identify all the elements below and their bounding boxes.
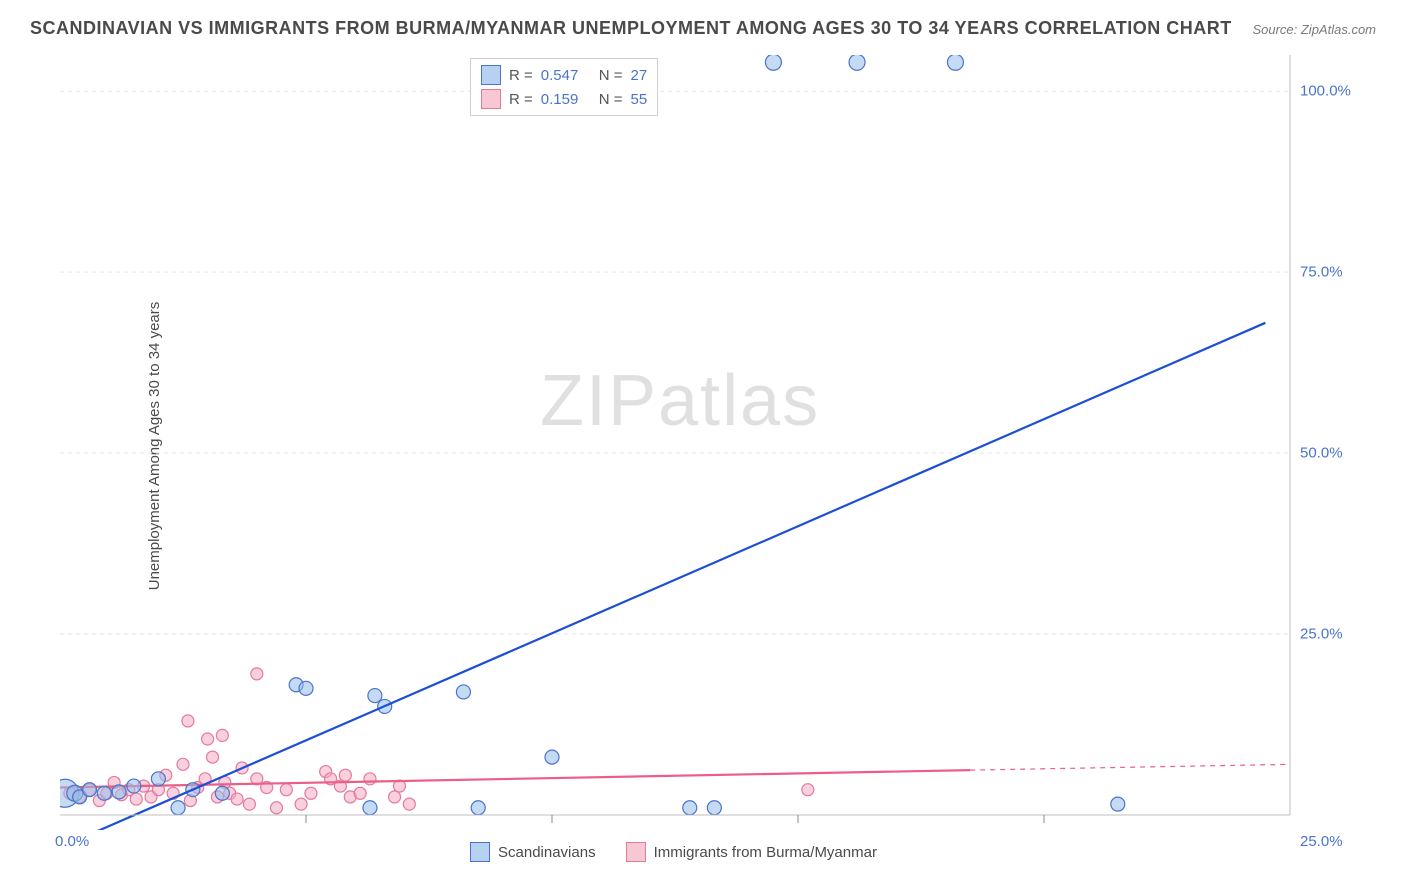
n-value: 27 bbox=[631, 67, 648, 84]
source-attribution: Source: ZipAtlas.com bbox=[1252, 22, 1376, 37]
legend-swatch bbox=[626, 842, 646, 862]
legend-swatch bbox=[481, 89, 501, 109]
y-tick-label: 25.0% bbox=[1300, 626, 1401, 643]
legend-item: Scandinavians bbox=[470, 842, 596, 862]
legend-item: Immigrants from Burma/Myanmar bbox=[626, 842, 877, 862]
scatter-chart bbox=[60, 55, 1380, 830]
plot-area bbox=[60, 55, 1380, 830]
n-label: N = bbox=[599, 91, 623, 108]
y-tick-label: 50.0% bbox=[1300, 445, 1401, 462]
correlation-legend: R = 0.547 N = 27 R = 0.159 N = 55 bbox=[470, 58, 658, 116]
legend-label: Immigrants from Burma/Myanmar bbox=[654, 844, 877, 861]
legend-swatch bbox=[481, 65, 501, 85]
r-label: R = bbox=[509, 67, 533, 84]
legend-stat-row: R = 0.159 N = 55 bbox=[481, 89, 647, 109]
y-tick-label: 100.0% bbox=[1300, 83, 1401, 100]
legend-swatch bbox=[470, 842, 490, 862]
x-tick-label: 25.0% bbox=[1300, 833, 1343, 850]
x-tick-label: 0.0% bbox=[55, 833, 89, 850]
n-value: 55 bbox=[631, 91, 648, 108]
legend-label: Scandinavians bbox=[498, 844, 596, 861]
r-value: 0.547 bbox=[541, 67, 591, 84]
y-tick-label: 75.0% bbox=[1300, 264, 1401, 281]
chart-title: SCANDINAVIAN VS IMMIGRANTS FROM BURMA/MY… bbox=[30, 18, 1232, 39]
r-value: 0.159 bbox=[541, 91, 591, 108]
legend-stat-row: R = 0.547 N = 27 bbox=[481, 65, 647, 85]
r-label: R = bbox=[509, 91, 533, 108]
series-legend: Scandinavians Immigrants from Burma/Myanm… bbox=[470, 842, 877, 862]
n-label: N = bbox=[599, 67, 623, 84]
